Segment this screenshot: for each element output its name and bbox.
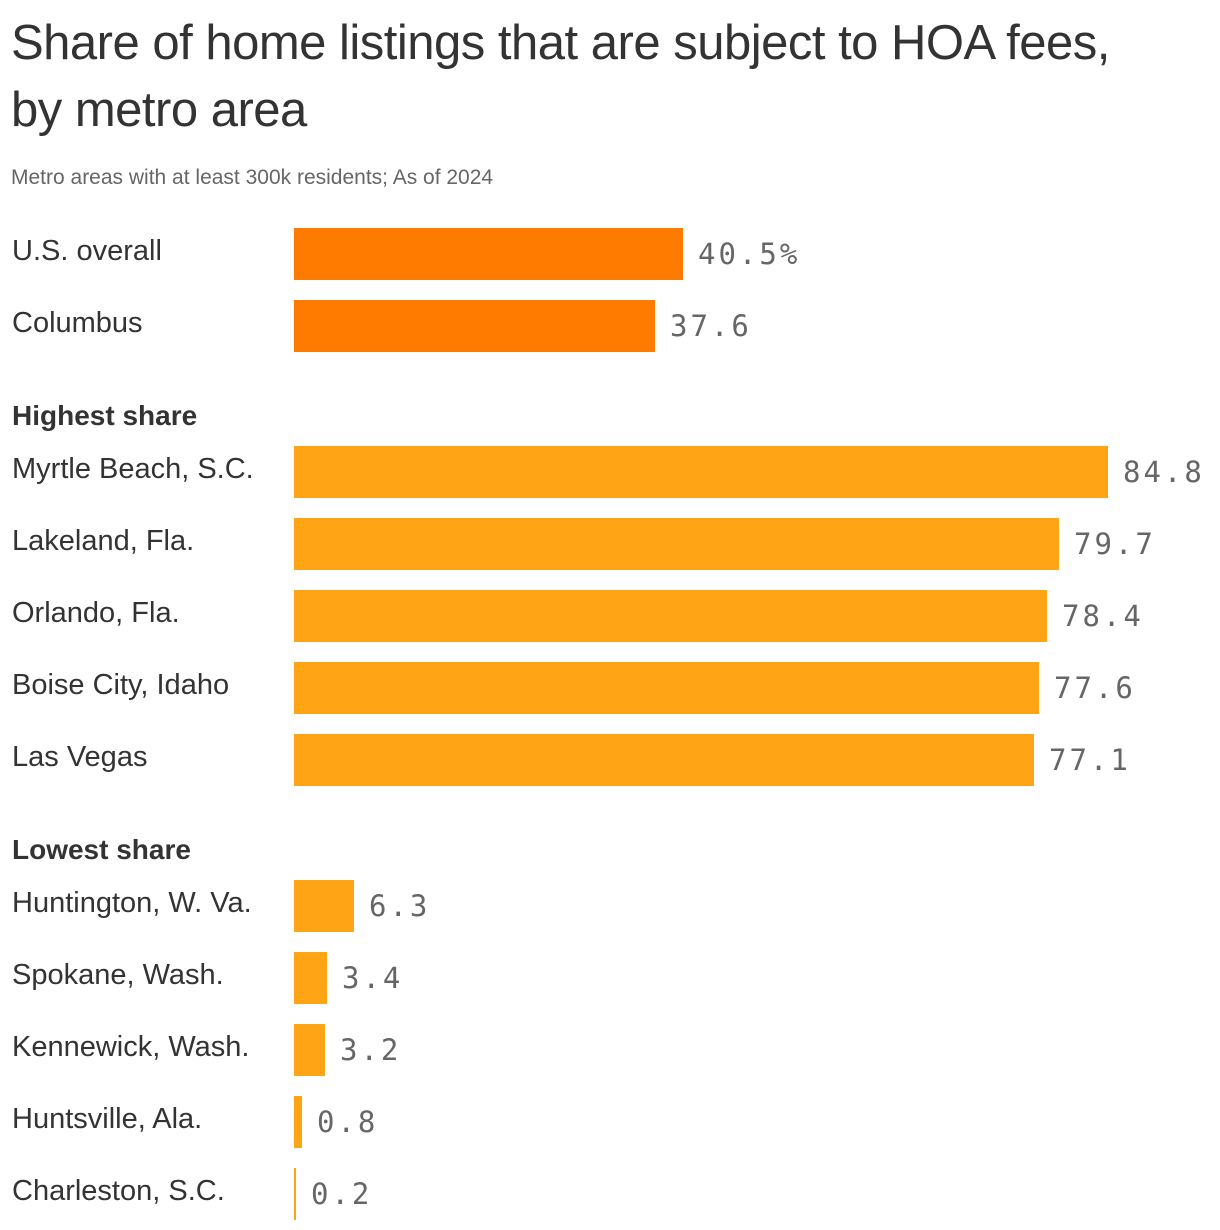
chart-subtitle: Metro areas with at least 300k residents… <box>11 166 494 189</box>
bar-row: Charleston, S.C. 0.2 <box>0 1168 1220 1220</box>
bar-value-label: 6.3 <box>369 889 431 923</box>
bar-label: Charleston, S.C. <box>12 1175 225 1207</box>
bar-row: Boise City, Idaho 77.6 <box>0 662 1220 714</box>
bar-row: Lakeland, Fla. 79.7 <box>0 518 1220 570</box>
bar <box>294 1168 296 1220</box>
bar <box>294 1024 325 1076</box>
section-heading-highest: Highest share <box>12 400 198 431</box>
bar <box>294 300 655 352</box>
bar <box>294 880 354 932</box>
bar-row: Spokane, Wash. 3.4 <box>0 952 1220 1004</box>
bar-value-label: 40.5% <box>698 237 801 271</box>
bar-value-label: 78.4 <box>1062 599 1144 633</box>
bar-label: U.S. overall <box>12 235 162 267</box>
bar <box>294 228 683 280</box>
bar-label: Orlando, Fla. <box>12 597 180 629</box>
bar <box>294 446 1108 498</box>
bar-value-label: 77.1 <box>1049 743 1131 777</box>
bar-row: Huntington, W. Va. 6.3 <box>0 880 1220 932</box>
bar-row: Columbus 37.6 <box>0 300 1220 352</box>
bar <box>294 734 1034 786</box>
bar-row: Las Vegas 77.1 <box>0 734 1220 786</box>
bar <box>294 1096 302 1148</box>
bar-label: Myrtle Beach, S.C. <box>12 453 254 485</box>
bar-label: Lakeland, Fla. <box>12 525 195 557</box>
bar-label: Columbus <box>12 307 143 339</box>
bar-row: Kennewick, Wash. 3.2 <box>0 1024 1220 1076</box>
bar-value-label: 77.6 <box>1054 671 1136 705</box>
bar-value-label: 37.6 <box>670 309 752 343</box>
bar <box>294 662 1039 714</box>
section-heading-lowest: Lowest share <box>12 834 191 865</box>
bar-value-label: 3.2 <box>340 1033 402 1067</box>
bar-row: U.S. overall 40.5% <box>0 228 1220 280</box>
bar-value-label: 79.7 <box>1074 527 1156 561</box>
bar-label: Huntington, W. Va. <box>12 887 252 919</box>
bar-label: Boise City, Idaho <box>12 669 230 701</box>
bar-label: Las Vegas <box>12 741 148 773</box>
bar-value-label: 0.8 <box>317 1105 379 1139</box>
bar-label: Spokane, Wash. <box>12 959 224 991</box>
bar <box>294 518 1059 570</box>
bar <box>294 590 1047 642</box>
bar-label: Huntsville, Ala. <box>12 1103 203 1135</box>
bar-row: Myrtle Beach, S.C. 84.8 <box>0 446 1220 498</box>
bar-value-label: 0.2 <box>311 1177 373 1211</box>
bar-row: Orlando, Fla. 78.4 <box>0 590 1220 642</box>
bar <box>294 952 327 1004</box>
bar-row: Huntsville, Ala. 0.8 <box>0 1096 1220 1148</box>
chart-title: Share of home listings that are subject … <box>11 16 1110 137</box>
bar-label: Kennewick, Wash. <box>12 1031 250 1063</box>
bar-value-label: 3.4 <box>342 961 404 995</box>
bar-value-label: 84.8 <box>1123 455 1205 489</box>
